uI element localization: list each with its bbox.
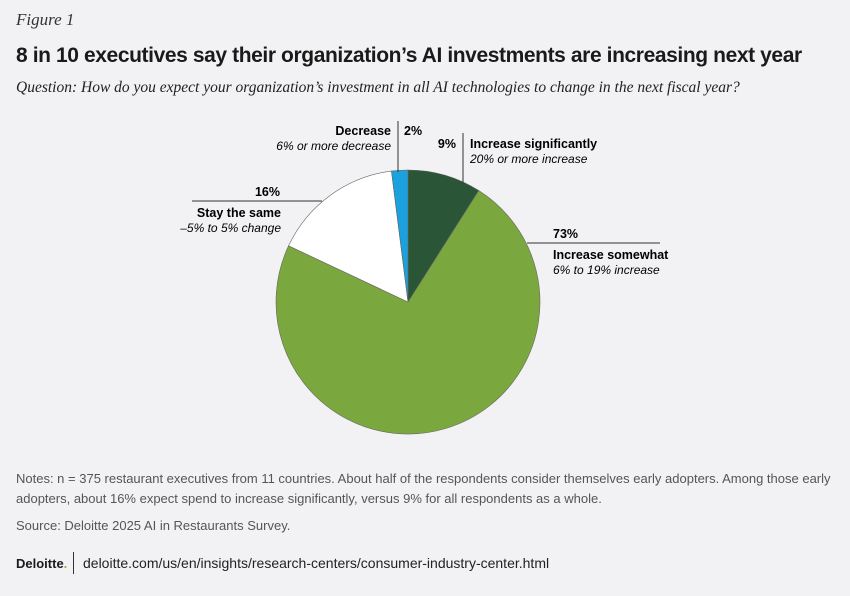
slice-value-stay-same: 16%: [255, 185, 280, 199]
slice-label-stay-same: Stay the same: [197, 206, 281, 220]
slice-sublabel-stay-same: –5% to 5% change: [179, 221, 281, 235]
slice-sublabel-increase-somewhat: 6% to 19% increase: [553, 263, 660, 277]
figure-label: Figure 1: [16, 10, 75, 29]
slice-value-increase-somewhat: 73%: [553, 227, 578, 241]
pie-slice-increase-somewhat: [275, 190, 541, 435]
deloitte-logo: Deloitte.: [16, 556, 68, 571]
slice-label-decrease: Decrease: [335, 124, 391, 138]
chart-question: Question: How do you expect your organiz…: [16, 79, 740, 96]
slice-value-decrease: 2%: [404, 124, 422, 138]
pie-slice-decrease: [391, 169, 409, 303]
slice-value-increase-significantly: 9%: [438, 137, 456, 151]
slice-sublabel-increase-significantly: 20% or more increase: [469, 152, 588, 166]
notes: Notes: n = 375 restaurant executives fro…: [16, 471, 831, 506]
slice-sublabel-decrease: 6% or more decrease: [276, 139, 391, 153]
pie-slice-stay-the-same: [288, 170, 409, 303]
chart-title: 8 in 10 executives say their organizatio…: [16, 44, 802, 67]
slice-label-increase-somewhat: Increase somewhat: [553, 248, 669, 262]
source: Source: Deloitte 2025 AI in Restaurants …: [16, 518, 291, 533]
footer-url[interactable]: deloitte.com/us/en/insights/research-cen…: [83, 555, 550, 571]
slice-label-increase-significantly: Increase significantly: [470, 137, 597, 151]
footer-divider: [73, 552, 74, 574]
